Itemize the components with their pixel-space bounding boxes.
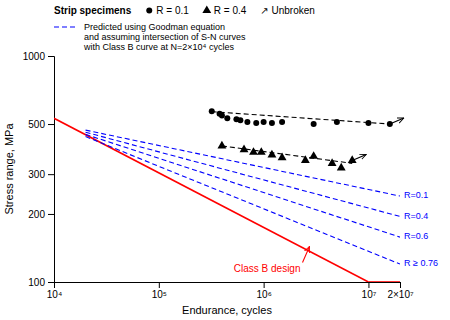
y-axis-title: Stress range, MPa [3,123,15,215]
legend-label: ↗ Unbroken [260,5,315,16]
y-axis: 100 200 300 500 1000 [23,51,55,288]
x-tick-label: 10⁴ [47,289,62,300]
y-tick-mark [48,174,54,175]
legend-symbol [202,5,211,13]
legend-note-line: with Class B curve at N=2×10⁴ cycles [83,42,234,52]
annotation-arrow [303,247,310,263]
unbroken-arrow [352,154,366,160]
x-tick-label: 10⁵ [152,289,167,300]
x-tick-label: 10⁶ [257,289,272,300]
y-tick-mark [48,124,54,125]
x-tick: 10⁷ [362,282,377,300]
point-circle [269,120,275,126]
annotation: Class B design [234,247,310,274]
legend-line-sample [54,26,78,27]
y-tick-label: 500 [28,119,45,130]
y-tick: 500 [28,119,54,130]
point-triangle [337,163,346,171]
point-circle [209,108,215,114]
legend-label: R = 0.1 [156,5,189,16]
point-circle [311,121,317,127]
series-line [222,146,352,163]
unbroken-arrows [352,118,404,160]
line-end-label: R=0.1 [404,190,428,200]
x-tick-mark [368,282,369,288]
y-tick-label: 200 [28,209,45,220]
x-axis: 10⁴ 10⁵ 10⁶ 10⁷ 2×10⁷ [47,282,414,300]
x-tick-label: 10⁷ [362,289,377,300]
legend-label: R = 0.4 [214,5,247,16]
series-line [86,132,400,216]
x-tick: 10⁴ [47,282,62,300]
y-tick: 300 [28,169,54,180]
x-axis-title: Endurance, cycles [182,304,272,316]
series-line [86,134,400,237]
point-circle [237,117,243,123]
series-line [86,130,400,196]
y-tick-label: 300 [28,169,45,180]
unbroken-arrow [390,118,404,124]
line-labels: R=0.1 R=0.4 R=0.6 R ≥ 0.76 [404,190,438,268]
annotation-text: Class B design [234,263,301,274]
x-tick-mark [159,282,160,288]
point-circle [219,113,225,119]
legend-note: Predicted using Goodman equationand assu… [83,22,246,52]
x-axis-line [55,283,401,289]
y-tick: 100 [28,277,54,288]
point-circle [244,119,250,125]
legend-symbol [146,8,152,14]
series-line [86,137,400,265]
point-circle [224,115,230,121]
series-line [212,112,390,124]
y-tick-mark [48,282,54,283]
chart-container: 10⁴10⁵10⁶10⁷2×10⁷1002003005001000R=0.1R=… [0,0,450,320]
point-triangle [217,141,226,149]
marks [54,108,400,282]
point-circle [365,120,371,126]
x-tick-mark [264,282,265,288]
point-circle [279,119,285,125]
y-tick-label: 1000 [23,51,46,62]
line-end-label: R=0.4 [404,211,428,221]
legend-note-line: and assuming intersection of S-N curves [84,32,246,42]
y-tick-mark [48,56,54,57]
legend: Strip specimens R = 0.1 R = 0.4 ↗ Unbroken P… [54,5,315,52]
y-tick: 1000 [23,51,54,62]
y-axis-line [48,57,55,283]
line-end-label: R=0.6 [404,231,428,241]
point-triangle [268,150,277,158]
y-tick-label: 100 [28,277,45,288]
y-tick: 200 [28,209,54,220]
series-line [368,281,400,282]
point-triangle [328,158,337,166]
x-tick: 10⁵ [152,282,167,300]
x-tick: 2×10⁷ [387,282,414,300]
x-tick-mark [400,282,401,288]
chart-svg: 10⁴10⁵10⁶10⁷2×10⁷1002003005001000R=0.1R=… [0,0,450,320]
line-end-label: R ≥ 0.76 [404,258,438,268]
y-tick-mark [48,214,54,215]
point-circle [253,120,259,126]
plot-area: 10⁴10⁵10⁶10⁷2×10⁷1002003005001000R=0.1R=… [23,51,438,300]
point-circle [261,119,267,125]
x-tick: 10⁶ [257,282,272,300]
x-tick-label: 2×10⁷ [387,289,414,300]
legend-title: Strip specimens [54,5,132,16]
legend-note-line: Predicted using Goodman equation [84,22,225,32]
